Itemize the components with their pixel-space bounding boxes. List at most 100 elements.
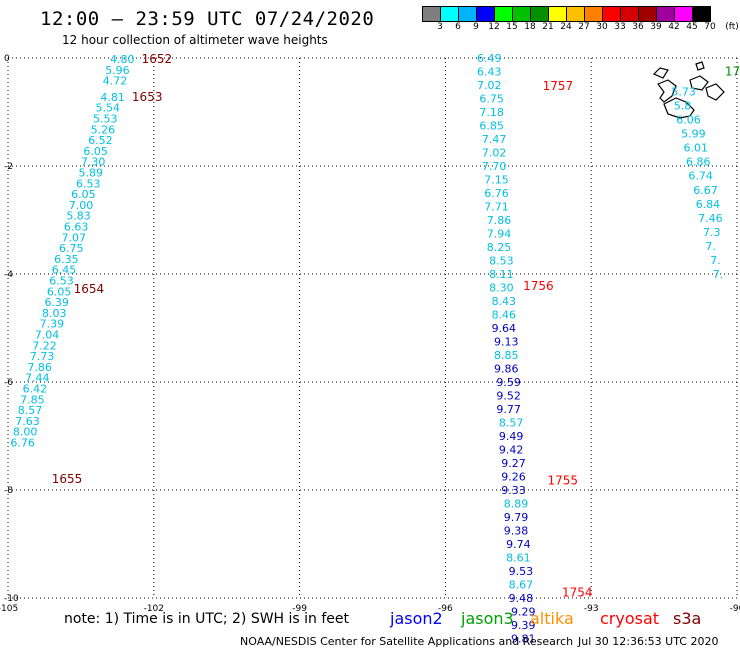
wave-height-value: 9.33 [501, 484, 526, 497]
wave-height-value: 6.84 [696, 198, 721, 211]
wave-height-value: 8.30 [489, 282, 514, 295]
wave-height-value: 9.29 [511, 606, 536, 619]
wave-height-value: 6.39 [44, 296, 68, 309]
wave-height-value: 8.46 [492, 309, 517, 322]
legend-swatch [567, 7, 585, 21]
wave-height-value: 6.53 [76, 177, 101, 190]
wave-height-value: 7.18 [479, 106, 504, 119]
wave-height-value: 9.74 [506, 538, 531, 551]
wave-height-value: 7. [713, 268, 724, 281]
legend-swatch [459, 7, 477, 21]
y-tick-label: 0 [4, 54, 10, 64]
legend-swatch [693, 7, 710, 21]
wave-height-value: 7.02 [482, 147, 507, 160]
page-subtitle: 12 hour collection of altimeter wave hei… [62, 33, 328, 47]
legend-swatch [549, 7, 567, 21]
wave-height-value: 8.25 [487, 241, 512, 254]
time-label: 1655 [52, 472, 83, 486]
x-tick-label: -99 [292, 604, 307, 614]
wave-height-value: 7.73 [30, 350, 55, 363]
coastline [705, 83, 725, 101]
wave-height-value: 7.02 [477, 79, 502, 92]
legend-swatch [621, 7, 639, 21]
wave-height-value: 6.05 [83, 145, 108, 158]
wave-height-value: 8.67 [509, 579, 533, 592]
wave-height-value: 5.73 [671, 85, 696, 98]
y-tick-label: -2 [4, 162, 13, 172]
wave-height-value: 6.86 [686, 156, 711, 169]
wave-height-value: 7.22 [32, 339, 57, 352]
wave-height-value: 7.94 [487, 228, 512, 241]
wave-height-value: 5.26 [91, 123, 116, 136]
wave-height-value: 9.64 [492, 322, 517, 335]
footer-timestamp: Jul 30 12:36:53 UTC 2020 [578, 635, 719, 648]
wave-height-value: 8.89 [504, 498, 528, 511]
wave-height-value: 7.04 [35, 328, 60, 341]
wave-height-value: 9.27 [501, 457, 526, 470]
wave-height-value: 8.00 [13, 426, 38, 439]
legend-label: 3 [437, 22, 443, 32]
note-text: note: 1) Time is in UTC; 2) SWH is in fe… [64, 611, 350, 627]
wave-height-value: 9.81 [511, 633, 536, 646]
wave-height-value: 9.53 [509, 565, 533, 578]
color-scale-legend [422, 6, 711, 22]
legend-swatch [477, 7, 495, 21]
wave-height-value: 7.47 [482, 133, 507, 146]
mission-jason3: jason3 [461, 609, 514, 628]
wave-height-value: 6.67 [693, 184, 718, 197]
wave-height-value: 6.49 [477, 52, 502, 65]
wave-height-value: 6.76 [10, 436, 35, 449]
wave-height-value: 8.11 [489, 268, 514, 281]
legend-label: 12 [488, 22, 500, 32]
wave-height-value: 7.44 [25, 372, 50, 385]
wave-height-value: 9.77 [496, 403, 521, 416]
x-tick-label: -90 [730, 604, 740, 614]
wave-height-value: 9.59 [496, 376, 521, 389]
wave-height-value: 6.35 [54, 253, 79, 266]
legend-label: 18 [524, 22, 536, 32]
wave-height-value: 9.42 [499, 444, 524, 457]
wave-height-value: 8.85 [494, 349, 519, 362]
wave-height-value: 5.96 [105, 64, 130, 77]
wave-height-value: 7.71 [484, 201, 509, 214]
wave-height-value: 8.57 [499, 417, 524, 430]
legend-swatch [531, 7, 549, 21]
legend-label: 21 [542, 22, 554, 32]
legend-label: 30 [596, 22, 608, 32]
wave-height-value: 9.13 [494, 336, 519, 349]
time-label: 1757 [543, 79, 574, 93]
legend-label: 15 [506, 22, 518, 32]
mission-altika: altika [530, 609, 574, 628]
wave-height-value: 6.01 [684, 142, 709, 155]
wave-height-value: 7.3 [703, 226, 721, 239]
coastline [695, 61, 705, 71]
wave-height-value: 7.86 [27, 361, 52, 374]
legend-swatch [639, 7, 657, 21]
legend-swatch [513, 7, 531, 21]
wave-height-value: 7.07 [61, 231, 86, 244]
y-tick-label: -10 [4, 594, 19, 604]
legend-label: 24 [560, 22, 572, 32]
wave-height-value: 4.81 [100, 91, 125, 104]
legend-label: 42 [668, 22, 680, 32]
coastline [652, 67, 669, 79]
legend-label: 36 [632, 22, 644, 32]
wave-height-value: 5.54 [95, 102, 120, 115]
wave-height-value: 9.79 [504, 511, 528, 524]
legend-swatch [603, 7, 621, 21]
legend-unit: (ft) [725, 22, 739, 32]
wave-height-value: 5.99 [681, 128, 706, 141]
legend-label: 39 [650, 22, 662, 32]
wave-height-value: 8.43 [492, 295, 517, 308]
time-label: 1754 [562, 586, 593, 600]
wave-height-value: 6.75 [59, 242, 84, 255]
wave-height-value: 6.05 [71, 188, 96, 201]
wave-height-value: 6.05 [47, 285, 72, 298]
wave-height-value: 9.49 [499, 430, 524, 443]
wave-height-value: 7.15 [484, 174, 509, 187]
wave-height-value: 6.42 [23, 382, 48, 395]
wave-height-value: 6.75 [479, 93, 504, 106]
wave-height-value: 5.8 [674, 100, 692, 113]
y-tick-label: -8 [4, 486, 13, 496]
